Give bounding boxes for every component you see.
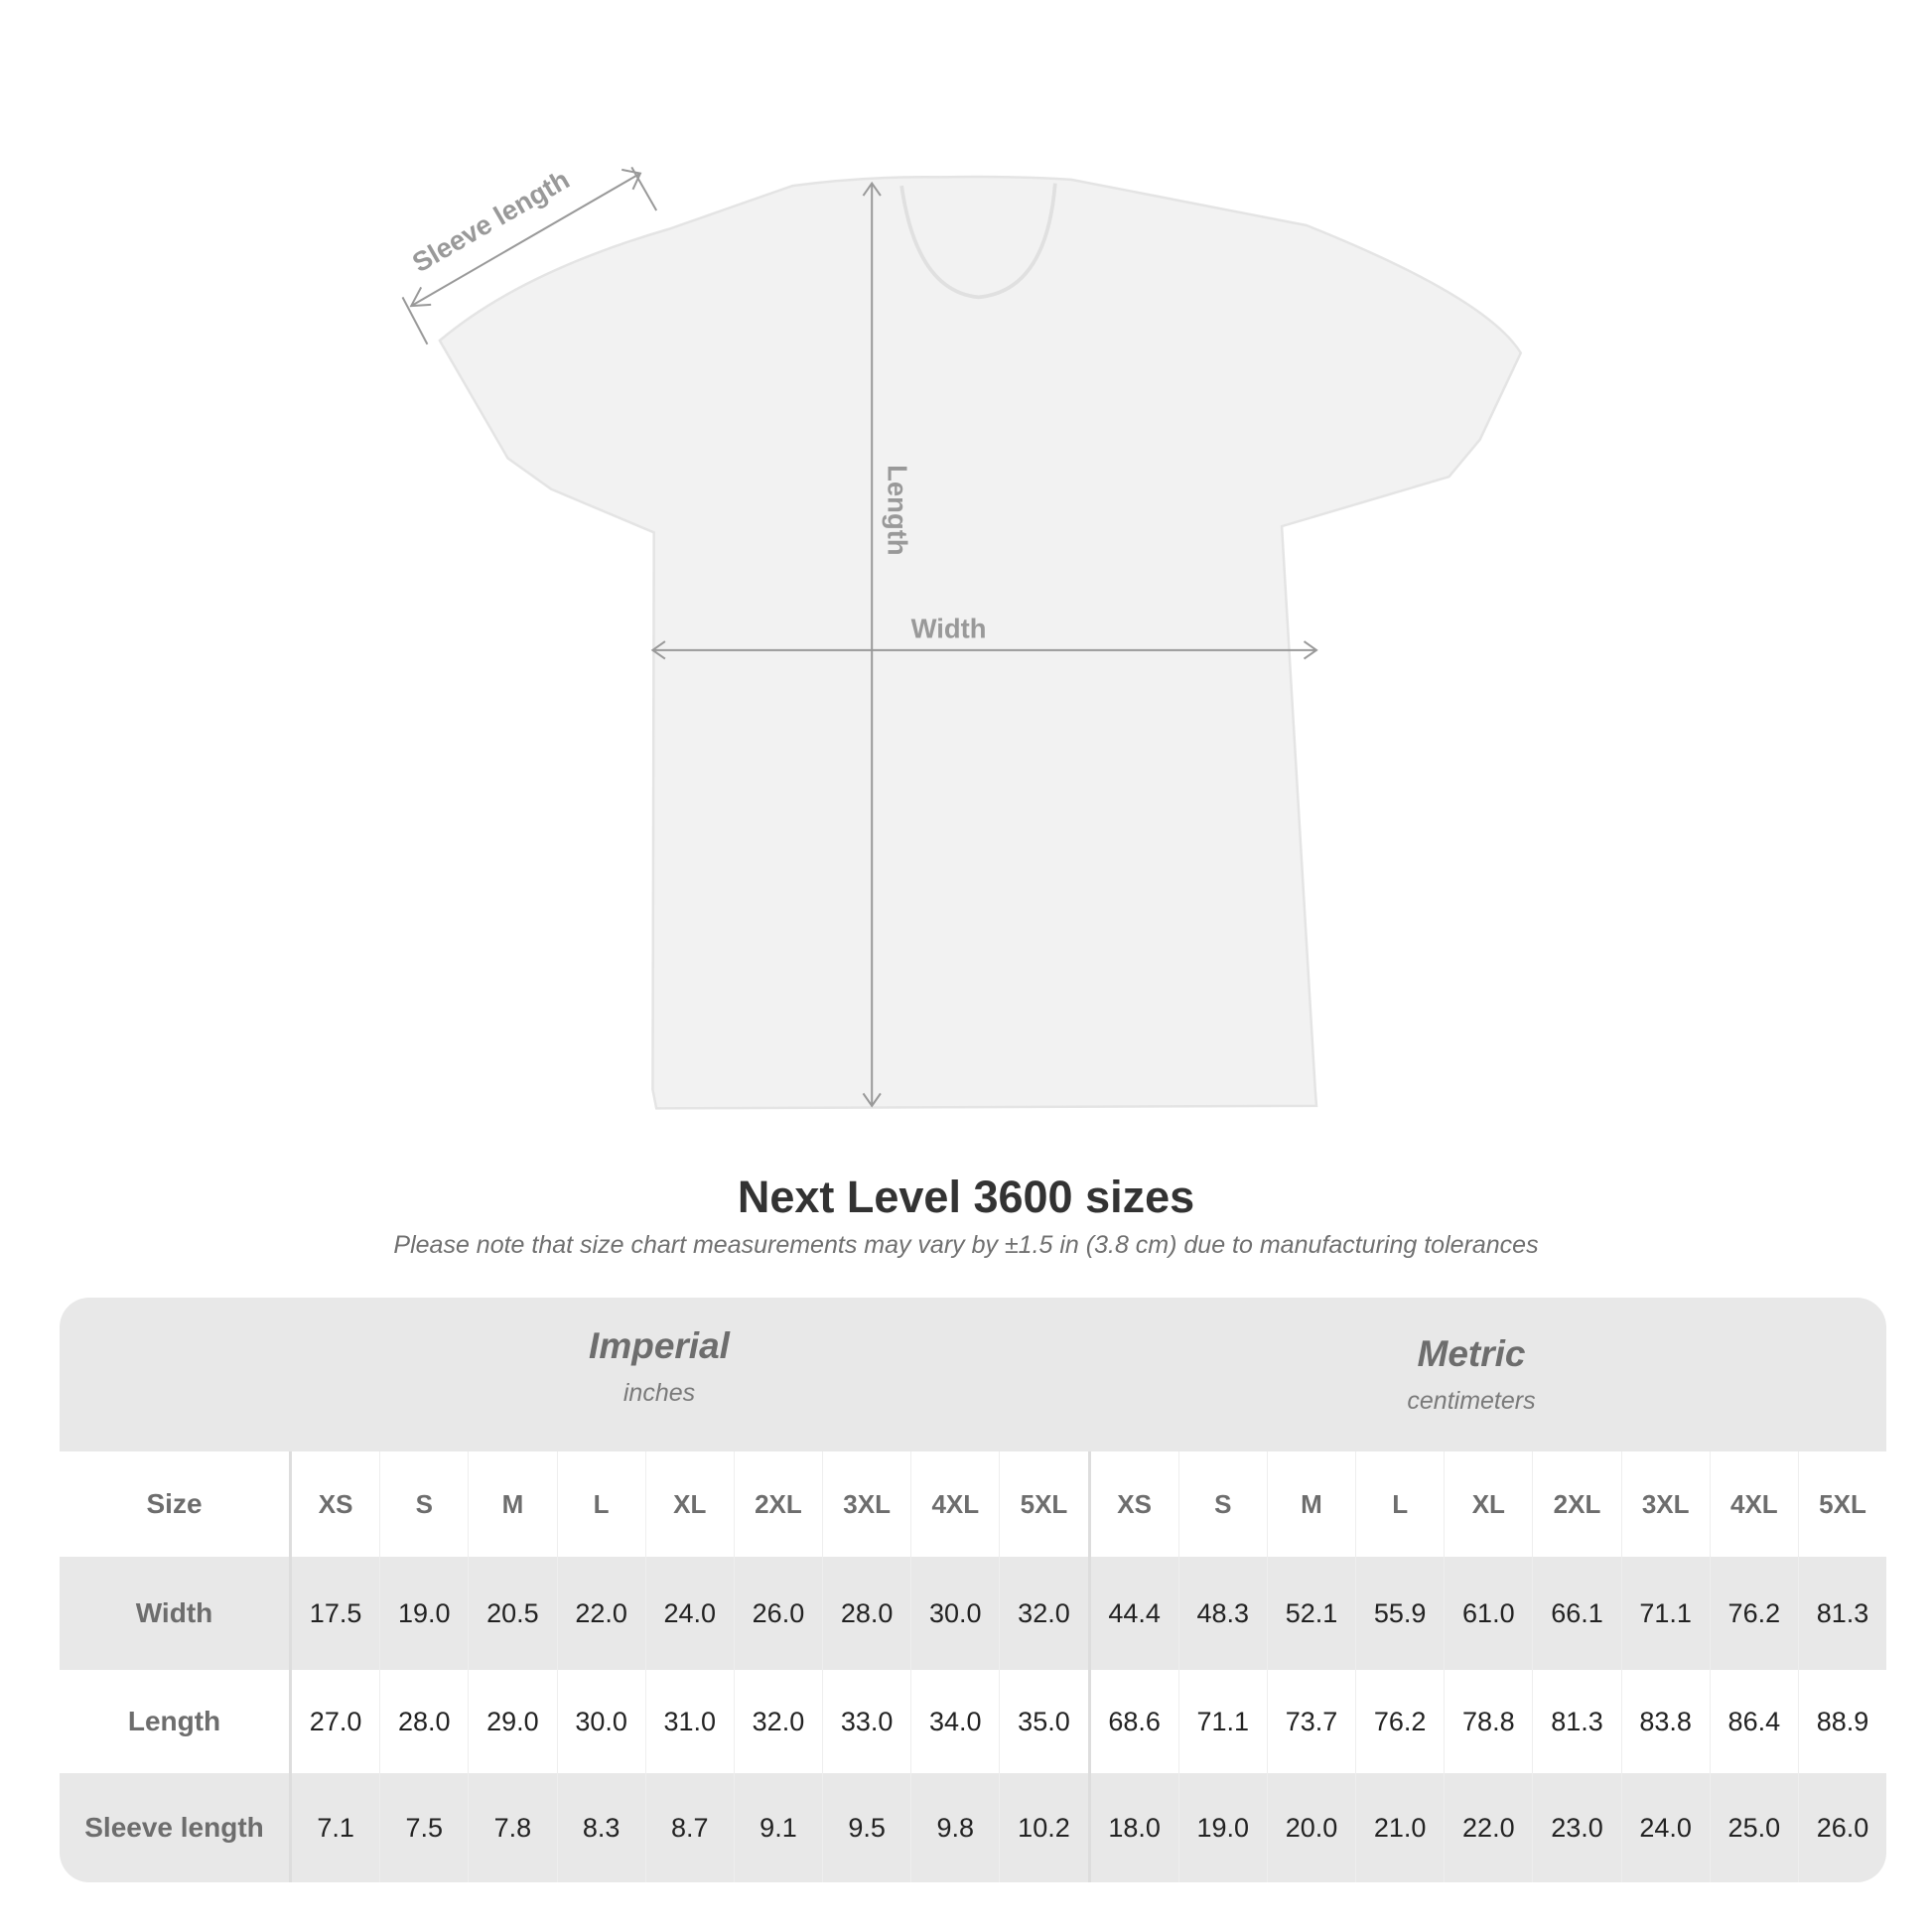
metric-title: Metric [1417, 1333, 1526, 1374]
tshirt-illustration [438, 175, 1523, 1110]
imperial-cell: 8.7 [646, 1773, 735, 1882]
page-title: Next Level 3600 sizes [737, 1172, 1195, 1222]
metric-cell: 66.1 [1533, 1557, 1622, 1670]
imperial-cell: 9.8 [911, 1773, 1001, 1882]
table-row-size: Size XS S M L XL 2XL 3XL 4XL 5XL XS S M L XL 2XL 3XL 4XL 5… [60, 1451, 1886, 1557]
metric-cell: 5XL [1819, 1488, 1866, 1519]
width-label: Width [911, 613, 987, 643]
imperial-cell: 5XL [1000, 1451, 1091, 1557]
imperial-cell: 32.0 [1000, 1557, 1091, 1670]
imperial-cell: M [469, 1451, 558, 1557]
metric-cell: 20.0 [1268, 1773, 1357, 1882]
metric-cell: 86.4 [1711, 1670, 1799, 1773]
metric-cell: 81.3 [1533, 1670, 1622, 1773]
imperial-cell: 9.5 [823, 1773, 912, 1882]
metric-cell: 3XL [1622, 1451, 1711, 1557]
imperial-cell: 19.0 [380, 1557, 470, 1670]
metric-cell: 78.8 [1445, 1670, 1534, 1773]
metric-cell: 2XL [1533, 1451, 1622, 1557]
imperial-cell: 7.8 [469, 1773, 558, 1882]
imperial-cell: L [558, 1451, 646, 1557]
tshirt-measurement-diagram: Sleeve length Length Width [401, 164, 1523, 1110]
metric-cell: 22.0 [1445, 1773, 1534, 1882]
imperial-cell: 10.2 [1000, 1773, 1091, 1882]
imperial-cell: 7.1 [292, 1773, 381, 1882]
metric-cell: 4XL [1711, 1451, 1799, 1557]
imperial-cell: 31.0 [646, 1670, 735, 1773]
metric-cell: 81.3 [1816, 1597, 1869, 1628]
row-label: Sleeve length [60, 1773, 292, 1882]
metric-cell: 52.1 [1268, 1557, 1357, 1670]
metric-cell: 68.6 [1091, 1670, 1179, 1773]
collar [899, 183, 1057, 300]
metric-cell: 26.0 [1816, 1812, 1869, 1843]
metric-cell: 19.0 [1179, 1773, 1268, 1882]
metric-cell: 71.1 [1622, 1557, 1711, 1670]
row-label: Size [60, 1451, 292, 1557]
imperial-cell: 8.3 [558, 1773, 646, 1882]
imperial-cell: 17.5 [292, 1557, 381, 1670]
metric-cell: 71.1 [1179, 1670, 1268, 1773]
metric-cell: S [1179, 1451, 1268, 1557]
imperial-cell: 24.0 [646, 1557, 735, 1670]
metric-cell: M [1268, 1451, 1357, 1557]
sleeve-arrow [410, 172, 641, 307]
imperial-cell: 28.0 [380, 1670, 470, 1773]
imperial-cell: 29.0 [469, 1670, 558, 1773]
metric-cell: 73.7 [1268, 1670, 1357, 1773]
imperial-cell: 9.1 [735, 1773, 824, 1882]
metric-cell: 88.9 [1816, 1706, 1869, 1736]
table-row-sleeve-length: Sleeve length 7.1 7.5 7.8 8.3 8.7 9.1 9.5 9.8 10.… [60, 1773, 1886, 1882]
imperial-cell: 7.5 [380, 1773, 470, 1882]
table-row-length: Length 27.0 28.0 29.0 30.0 31.0 32.0 33.0 34.0 35… [60, 1670, 1886, 1773]
imperial-unit: inches [622, 1379, 696, 1407]
metric-cell: 55.9 [1356, 1557, 1446, 1670]
metric-cell: XS [1091, 1451, 1179, 1557]
length-label: Length [882, 465, 912, 555]
metric-cell: 21.0 [1356, 1773, 1446, 1882]
row-label: Width [60, 1557, 292, 1670]
metric-unit: centimeters [1407, 1387, 1536, 1415]
imperial-cell: 3XL [823, 1451, 912, 1557]
table-header: Imperial inches Metric centimeters [60, 1298, 1886, 1451]
imperial-title: Imperial [589, 1325, 730, 1366]
metric-cell: 61.0 [1445, 1557, 1534, 1670]
imperial-cell: 20.5 [469, 1557, 558, 1670]
metric-cell: 18.0 [1091, 1773, 1179, 1882]
tolerance-note: Please note that size chart measurements… [393, 1231, 1539, 1259]
imperial-cell: S [380, 1451, 470, 1557]
imperial-cell: 2XL [735, 1451, 824, 1557]
imperial-cell: 33.0 [823, 1670, 912, 1773]
imperial-cell: XS [292, 1451, 381, 1557]
metric-cell: 25.0 [1711, 1773, 1799, 1882]
imperial-cell: 32.0 [735, 1670, 824, 1773]
table-row-width: Width 17.5 19.0 20.5 22.0 24.0 26.0 28.0 30.0 32.… [60, 1557, 1886, 1670]
imperial-cell: 27.0 [292, 1670, 381, 1773]
metric-cell: L [1356, 1451, 1446, 1557]
imperial-cell: 35.0 [1000, 1670, 1091, 1773]
imperial-cell: 28.0 [823, 1557, 912, 1670]
imperial-header: Imperial inches [361, 1325, 957, 1408]
imperial-cell: 30.0 [558, 1670, 646, 1773]
metric-cell: 24.0 [1622, 1773, 1711, 1882]
imperial-cell: 26.0 [735, 1557, 824, 1670]
row-label: Length [60, 1670, 292, 1773]
metric-header: Metric centimeters [1173, 1333, 1769, 1416]
metric-cell: 23.0 [1533, 1773, 1622, 1882]
measurement-lines [401, 166, 1318, 1108]
imperial-cell: 34.0 [911, 1670, 1001, 1773]
metric-cell: 44.4 [1091, 1557, 1179, 1670]
imperial-cell: 4XL [911, 1451, 1001, 1557]
metric-cell: 76.2 [1356, 1670, 1446, 1773]
metric-cell: 83.8 [1622, 1670, 1711, 1773]
metric-cell: XL [1445, 1451, 1534, 1557]
imperial-cell: 30.0 [911, 1557, 1001, 1670]
imperial-cell: 22.0 [558, 1557, 646, 1670]
metric-cell: 48.3 [1179, 1557, 1268, 1670]
imperial-cell: XL [646, 1451, 735, 1557]
size-table: Imperial inches Metric centimeters Size X… [60, 1298, 1886, 1882]
metric-cell: 76.2 [1711, 1557, 1799, 1670]
